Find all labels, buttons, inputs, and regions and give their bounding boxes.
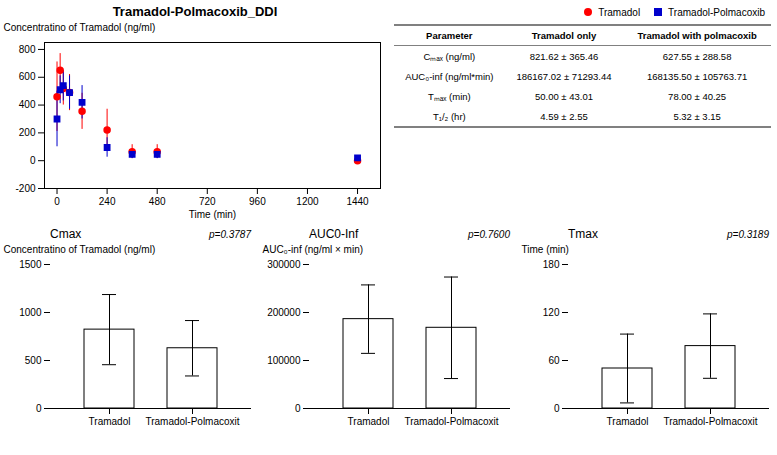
html-text:Tramadol-Polmacoxib: Tramadol-Polmacoxib	[668, 6, 765, 18]
svg-text:1440: 1440	[346, 196, 369, 207]
svg-text:720: 720	[199, 196, 216, 207]
html-text:Tramadol with polmacoxib: Tramadol with polmacoxib	[637, 30, 757, 41]
html-text:5.32 ± 3.15: 5.32 ± 3.15	[673, 111, 721, 122]
svg-text:Tramadol-Polmacoxit: Tramadol-Polmacoxit	[663, 416, 757, 427]
svg-text:600: 600	[19, 71, 36, 82]
svg-text:Tramadol-Polmacoxit: Tramadol-Polmacoxit	[404, 416, 498, 427]
html-text:50.00 ± 43.01: 50.00 ± 43.01	[535, 91, 593, 102]
svg-text:Tramadol: Tramadol	[89, 416, 131, 427]
svg-text:0: 0	[54, 196, 60, 207]
svg-text:60: 60	[548, 355, 560, 366]
svg-text:-200: -200	[15, 183, 35, 194]
svg-text:0: 0	[554, 403, 560, 414]
html-text:p=0.7600: p=0.7600	[468, 229, 510, 240]
html-text:Tramadol only: Tramadol only	[531, 30, 597, 41]
svg-text:Time (min): Time (min)	[522, 244, 569, 255]
svg-text:1000: 1000	[19, 307, 42, 318]
svg-text:300000: 300000	[267, 259, 301, 270]
svg-text:120: 120	[543, 307, 560, 318]
svg-text:AUC₀-inf (ng/ml × min): AUC₀-inf (ng/ml × min)	[263, 244, 364, 255]
html-text:821.62 ± 365.46: 821.62 ± 365.46	[529, 51, 599, 62]
html-text:Cₘₐₓ (ng/ml): Cₘₐₓ (ng/ml)	[423, 51, 476, 62]
svg-text:0: 0	[36, 403, 42, 414]
html-text:627.55 ± 288.58: 627.55 ± 288.58	[662, 51, 732, 62]
html-text:186167.02 ± 71293.44: 186167.02 ± 71293.44	[516, 71, 612, 82]
html-text:4.59 ± 2.55: 4.59 ± 2.55	[540, 111, 588, 122]
svg-text:800: 800	[19, 44, 36, 55]
svg-text:180: 180	[543, 259, 560, 270]
svg-text:500: 500	[25, 355, 42, 366]
html-text:AUC₀-inf (ng/ml*min): AUC₀-inf (ng/ml*min)	[405, 71, 494, 82]
html-text:Tₘₐₓ (min): Tₘₐₓ (min)	[428, 91, 471, 102]
svg-text:0: 0	[295, 403, 301, 414]
svg-text:0: 0	[30, 155, 36, 166]
svg-text:240: 240	[99, 196, 116, 207]
html-text:78.00 ± 40.25: 78.00 ± 40.25	[668, 91, 727, 102]
svg-text:200: 200	[19, 127, 36, 138]
svg-text:400: 400	[19, 99, 36, 110]
svg-text:Tramadol: Tramadol	[607, 416, 649, 427]
html-text:Cmax: Cmax	[50, 227, 82, 241]
html-text:Tmax: Tmax	[568, 227, 598, 241]
svg-text:Tramadol-Polmacoxit: Tramadol-Polmacoxit	[145, 416, 239, 427]
html-text:p=0.3787: p=0.3787	[209, 229, 251, 240]
html-text:168135.50 ± 105763.71: 168135.50 ± 105763.71	[647, 71, 748, 82]
svg-text:Time (min): Time (min)	[189, 209, 236, 220]
svg-text:480: 480	[149, 196, 166, 207]
svg-text:960: 960	[249, 196, 266, 207]
html-text:AUC0-Inf: AUC0-Inf	[309, 227, 359, 241]
svg-text:Tramadol: Tramadol	[348, 416, 390, 427]
html-text:p=0.3189: p=0.3189	[727, 229, 769, 240]
html-text:Parameter: Parameter	[426, 30, 473, 41]
svg-text:Concentratino of Tramadol (ng/: Concentratino of Tramadol (ng/ml)	[4, 22, 156, 33]
svg-text:100000: 100000	[267, 355, 301, 366]
svg-text:1200: 1200	[296, 196, 319, 207]
svg-text:1500: 1500	[19, 259, 42, 270]
svg-text:200000: 200000	[267, 307, 301, 318]
html-text:T₁/₂ (hr): T₁/₂ (hr)	[433, 111, 466, 122]
html-text:Tramadol-Polmacoxib_DDI: Tramadol-Polmacoxib_DDI	[112, 4, 278, 19]
svg-text:Concentratino of Tramadol (ng/: Concentratino of Tramadol (ng/ml)	[4, 244, 156, 255]
html-text:Tramadol: Tramadol	[598, 6, 641, 18]
